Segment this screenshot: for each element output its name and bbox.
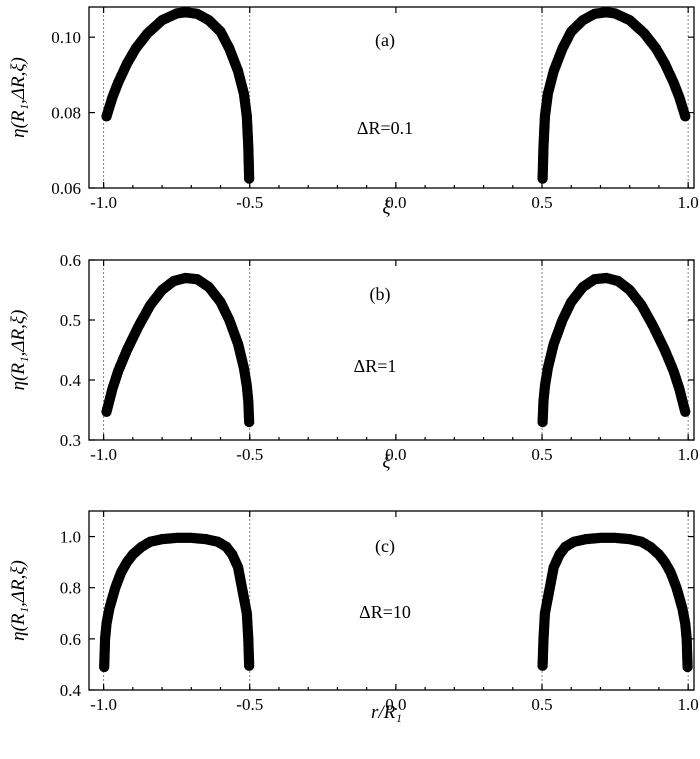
y-axis-label: η(R₁,ΔR,ξ) [8, 310, 29, 391]
panel-2: -1.0 -0.5 0.0 0.5 1.0 0.3 0.4 0.5 0.6 (b) ΔR=1 η(R₁… [8, 251, 699, 473]
x-tick-label: -0.5 [236, 445, 263, 464]
annotation-delta-r: ΔR=0.1 [357, 118, 413, 138]
data-point [682, 661, 693, 673]
x-tick-label: 1.0 [678, 193, 699, 212]
y-tick-label: 0.4 [60, 681, 82, 700]
y-axis-label: η(R₁,ΔR,ξ) [8, 560, 29, 641]
y-tick-label: 0.4 [60, 371, 82, 390]
x-tick-label: 0.5 [531, 445, 552, 464]
x-tick-label: 0.0 [385, 445, 406, 464]
data-point [680, 111, 691, 122]
x-tick-label: 0.5 [531, 695, 552, 714]
annotation-delta-r: ΔR=10 [359, 602, 411, 622]
x-axis-label: r/R₁ [371, 702, 402, 723]
y-tick-label: 0.08 [51, 104, 81, 123]
panel-label: (a) [375, 30, 395, 51]
y-tick-label: 0.10 [51, 28, 81, 47]
plot-frame [88, 259, 695, 441]
annotation-delta-r: ΔR=1 [354, 356, 397, 376]
panel-label: (c) [375, 536, 395, 557]
x-axis-label: ξ [382, 452, 391, 473]
plot-frame [88, 6, 695, 189]
plot-frame [88, 510, 695, 691]
x-tick-label: -1.0 [90, 445, 117, 464]
x-tick-label: 1.0 [678, 445, 699, 464]
data-point [680, 406, 691, 417]
y-tick-label: 0.6 [60, 251, 81, 270]
x-axis-label: ξ [382, 198, 391, 219]
y-axis-label: η(R₁,ΔR,ξ) [8, 57, 29, 138]
x-tick-label: -0.5 [236, 695, 263, 714]
y-tick-label: 1.0 [60, 528, 81, 547]
data-point [243, 416, 255, 428]
y-tick-label: 0.06 [51, 179, 81, 198]
y-tick-label: 0.6 [60, 630, 81, 649]
panel-label: (b) [370, 284, 391, 305]
data-point [243, 173, 255, 184]
y-tick-label: 0.3 [60, 431, 81, 450]
x-tick-label: 0.0 [385, 193, 406, 212]
x-tick-label: 0.0 [385, 695, 406, 714]
data-point [243, 660, 255, 671]
x-tick-label: -0.5 [236, 193, 263, 212]
x-tick-label: -1.0 [90, 695, 117, 714]
y-tick-label: 0.8 [60, 579, 81, 598]
x-tick-label: 0.5 [531, 193, 552, 212]
panel-1: -1.0 -0.5 0.0 0.5 1.0 0.06 0.08 0.10 (a) ΔR=0.1 η(… [8, 6, 699, 219]
x-tick-label: -1.0 [90, 193, 117, 212]
y-tick-label: 0.5 [60, 311, 81, 330]
x-tick-label: 1.0 [678, 695, 699, 714]
panel-3: -1.0 -0.5 0.0 0.5 1.0 0.4 0.6 0.8 1.0 (c) ΔR=10 η(R… [8, 510, 699, 723]
